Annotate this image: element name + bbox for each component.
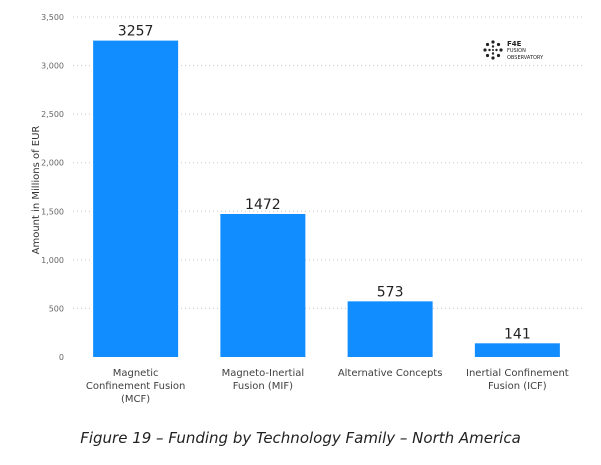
data-label: 573	[377, 284, 404, 300]
bars	[93, 40, 560, 357]
category-label: Magnetic Confinement Fusion (MCF)	[86, 368, 186, 405]
y-tick-label: 3,000	[41, 62, 64, 71]
bar	[474, 343, 560, 357]
bar	[347, 301, 433, 357]
data-label: 3257	[118, 24, 154, 40]
data-label: 1472	[245, 197, 281, 213]
y-tick-label: 1,500	[41, 207, 64, 216]
y-tick-label: 2,500	[41, 110, 64, 119]
data-labels: 3257 1472 573 141	[118, 24, 531, 343]
figure-caption: Figure 19 – Funding by Technology Family…	[80, 429, 521, 447]
y-tick-label: 0	[59, 353, 64, 362]
y-tick-label: 500	[49, 304, 64, 313]
category-label-line: Magnetic	[113, 368, 159, 379]
bar-chart: 0 500 1,000 1,500 2,000 2,500 3,000 3,500 3257 1…	[31, 13, 582, 405]
data-label: 141	[504, 326, 531, 342]
logo-dots-icon	[483, 40, 503, 60]
category-label-line: Inertial Confinement	[466, 368, 569, 379]
logo-line-1: F4E	[507, 40, 522, 48]
category-label-line: Alternative Concepts	[338, 368, 443, 379]
y-tick-label: 3,500	[41, 13, 64, 22]
category-label: Magneto-Inertial Fusion (MIF)	[222, 368, 305, 392]
y-tick-label: 1,000	[41, 256, 64, 265]
category-label-line: Confinement Fusion	[86, 381, 186, 392]
category-label: Alternative Concepts	[338, 368, 443, 379]
logo-line-3: OBSERVATORY	[507, 55, 544, 61]
x-axis-categories: Magnetic Confinement Fusion (MCF) Magneto-I…	[86, 368, 569, 405]
category-label-line: Fusion (MIF)	[233, 381, 293, 392]
logo-text: F4E FUSION OBSERVATORY	[507, 41, 543, 62]
y-tick-label: 2,000	[41, 159, 64, 168]
bar	[93, 40, 179, 357]
f4e-fusion-observatory-logo: F4E FUSION OBSERVATORY	[482, 39, 562, 65]
category-label-line: (MCF)	[121, 394, 150, 405]
category-label: Inertial Confinement Fusion (ICF)	[466, 368, 569, 392]
bar	[220, 214, 306, 357]
category-label-line: Magneto-Inertial	[222, 368, 305, 379]
y-axis-title: Amount in Millions of EUR	[31, 126, 42, 255]
category-label-line: Fusion (ICF)	[488, 381, 547, 392]
y-axis-ticks: 0 500 1,000 1,500 2,000 2,500 3,000 3,500	[41, 13, 64, 362]
logo-line-2: FUSION	[507, 48, 526, 54]
